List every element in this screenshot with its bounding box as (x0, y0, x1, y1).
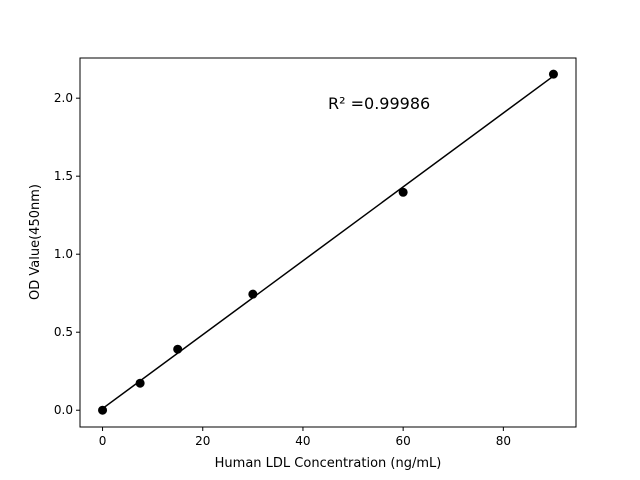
x-tick-label: 40 (295, 434, 310, 448)
y-tick-label: 0.5 (54, 325, 73, 339)
data-point (398, 187, 408, 197)
plot-frame (79, 57, 577, 428)
x-tick-label: 20 (195, 434, 210, 448)
y-axis-label: OD Value(450nm) (28, 184, 43, 300)
y-tick-label: 1.0 (54, 247, 73, 261)
x-axis-label: Human LDL Concentration (ng/mL) (215, 456, 442, 471)
data-point (98, 405, 108, 415)
fit-line (102, 75, 554, 410)
x-tick-label: 60 (396, 434, 411, 448)
y-tick-label: 1.5 (54, 169, 73, 183)
x-tick-label: 80 (496, 434, 511, 448)
data-point (173, 344, 183, 354)
data-point (548, 69, 558, 79)
data-point (248, 289, 258, 299)
x-tick-label: 0 (99, 434, 107, 448)
y-tick-label: 2.0 (54, 91, 73, 105)
y-tick-label: 0.0 (54, 403, 73, 417)
data-point (135, 378, 145, 388)
r-squared-annotation: R² =0.99986 (328, 94, 430, 113)
